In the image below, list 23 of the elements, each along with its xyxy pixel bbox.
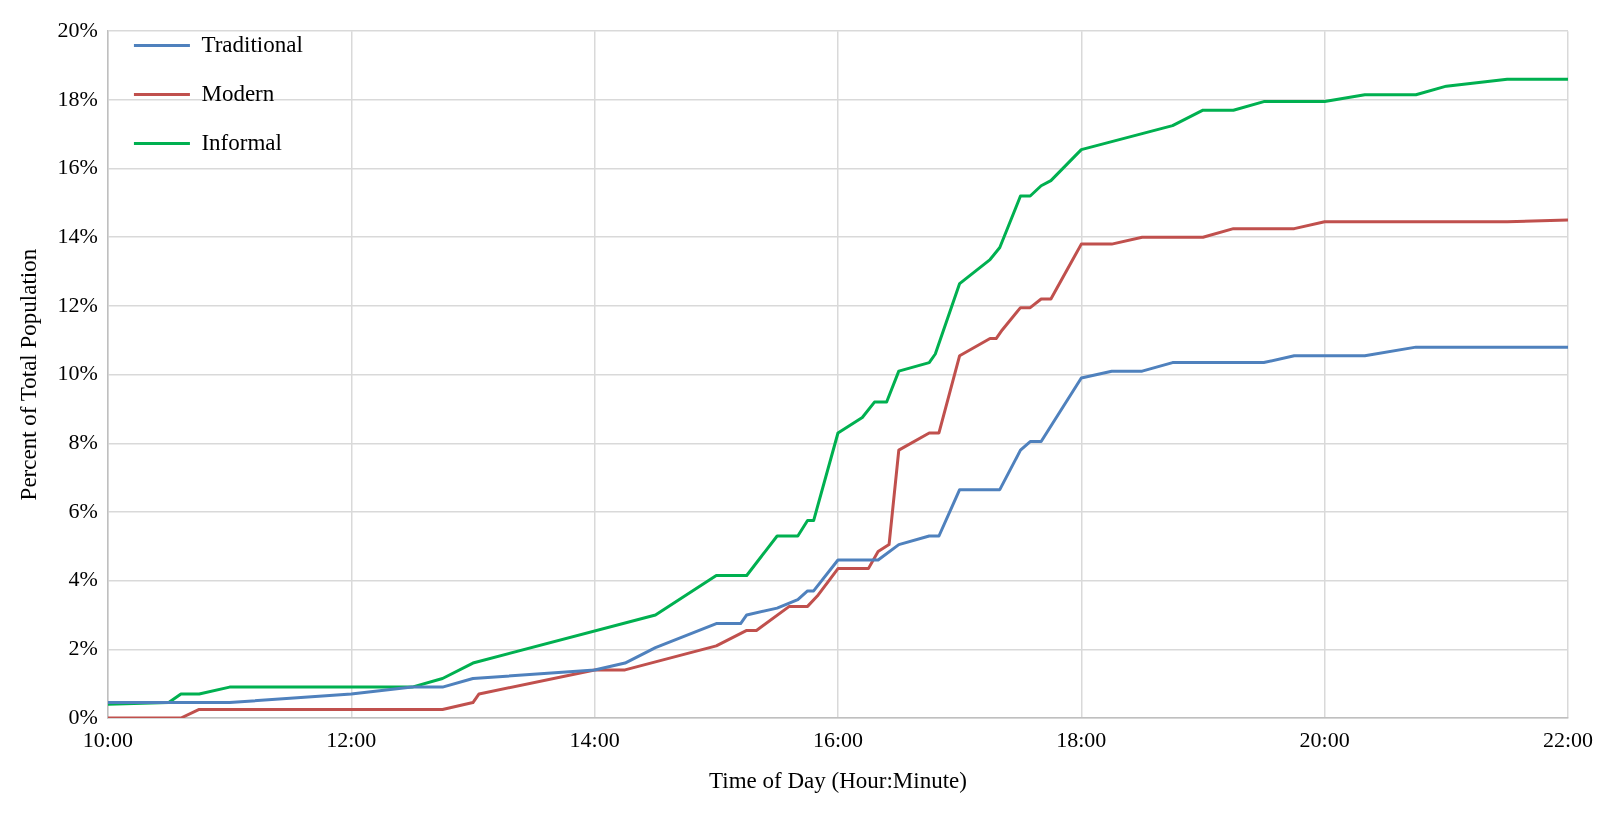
legend-label: Modern [201,80,275,106]
y-tick-label: 2% [68,635,98,661]
x-tick-label: 14:00 [569,726,620,752]
x-tick-label: 10:00 [82,726,133,752]
x-axis-title: Time of Day (Hour:Minute) [709,768,967,794]
x-tick-label: 18:00 [1056,726,1107,752]
y-axis-title: Percent of Total Population [15,248,41,501]
y-tick-label: 14% [57,223,98,249]
y-tick-label: 20% [57,16,98,42]
x-tick-label: 12:00 [326,726,377,752]
x-tick-label: 16:00 [812,726,864,752]
x-tick-label: 20:00 [1299,726,1350,752]
y-tick-label: 16% [57,154,98,180]
y-tick-label: 18% [57,85,98,111]
x-tick-label: 22:00 [1542,726,1594,752]
legend-label: Informal [201,129,282,155]
y-tick-label: 12% [57,291,98,317]
legend-label: Traditional [201,31,303,57]
y-tick-label: 10% [57,360,98,386]
y-tick-label: 6% [68,497,98,523]
y-tick-label: 4% [68,566,98,592]
y-tick-label: 8% [68,429,98,455]
y-tick-label: 0% [68,703,98,729]
